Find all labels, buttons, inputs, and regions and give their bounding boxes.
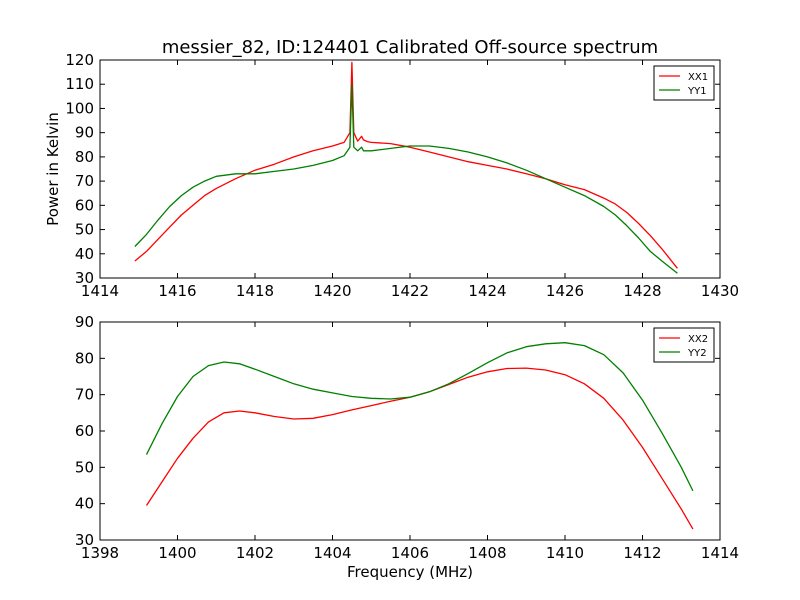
- y-tick-label: 60: [75, 422, 94, 440]
- legend-box: [653, 327, 715, 363]
- x-tick-label: 1430: [701, 282, 739, 300]
- legend-label: YY2: [687, 348, 707, 359]
- y-tick-label: 60: [75, 196, 94, 214]
- y-tick-label: 50: [75, 458, 94, 476]
- x-tick-label: 1428: [623, 282, 661, 300]
- x-tick-label: 1420: [313, 282, 351, 300]
- x-tick-label: 1398: [81, 544, 119, 562]
- y-tick-label: 90: [75, 313, 94, 331]
- y-tick-label: 90: [75, 124, 94, 142]
- y-tick-label: 120: [65, 51, 94, 69]
- x-tick-label: 1422: [391, 282, 429, 300]
- x-axis-title: Frequency (MHz): [347, 563, 473, 581]
- y-tick-label: 80: [75, 148, 94, 166]
- legend-label: XX2: [688, 334, 708, 345]
- x-tick-label: 1416: [158, 282, 196, 300]
- y-tick-label: 70: [75, 386, 94, 404]
- x-tick-label: 1418: [236, 282, 274, 300]
- x-tick-label: 1402: [236, 544, 274, 562]
- series-line-yy1: [134, 83, 678, 274]
- x-tick-label: 1426: [546, 282, 584, 300]
- x-tick-label: 1408: [468, 544, 506, 562]
- legend-box: [653, 65, 715, 101]
- x-tick-label: 1404: [313, 544, 351, 562]
- legend-label: YY1: [687, 86, 707, 97]
- y-tick-label: 110: [65, 75, 94, 93]
- charts-container: 1414 1416 1418 1420 1422 1424 1426 1428 1430 30 40…: [44, 51, 739, 581]
- x-tick-label: 1424: [468, 282, 506, 300]
- x-tick-label: 1410: [546, 544, 584, 562]
- x-tick-label: 1414: [81, 282, 119, 300]
- legend-label: XX1: [688, 72, 708, 83]
- y-tick-label: 40: [75, 245, 94, 263]
- series-line-yy2: [145, 342, 694, 492]
- y-tick-label: 100: [65, 99, 94, 117]
- y-tick-label: 40: [75, 495, 94, 513]
- series-line-xx1: [134, 61, 678, 269]
- y-axis-title: Power in Kelvin: [44, 112, 62, 226]
- x-tick-label: 1400: [158, 544, 196, 562]
- y-tick-label: 50: [75, 221, 94, 239]
- chart-1: 1414 1416 1418 1420 1422 1424 1426 1428 1430 30 40…: [44, 51, 739, 300]
- y-tick-label: 80: [75, 349, 94, 367]
- figure-title: messier_82, ID:124401 Calibrated Off-sou…: [162, 37, 658, 58]
- chart-2: 1398 1400 1402 1404 1406 1408 1410 1412 1414 30 40…: [75, 313, 739, 581]
- y-tick-label: 70: [75, 172, 94, 190]
- x-tick-label: 1412: [623, 544, 661, 562]
- x-tick-label: 1414: [701, 544, 739, 562]
- x-tick-label: 1406: [391, 544, 429, 562]
- y-tick-label: 30: [75, 531, 94, 549]
- y-tick-label: 30: [75, 269, 94, 287]
